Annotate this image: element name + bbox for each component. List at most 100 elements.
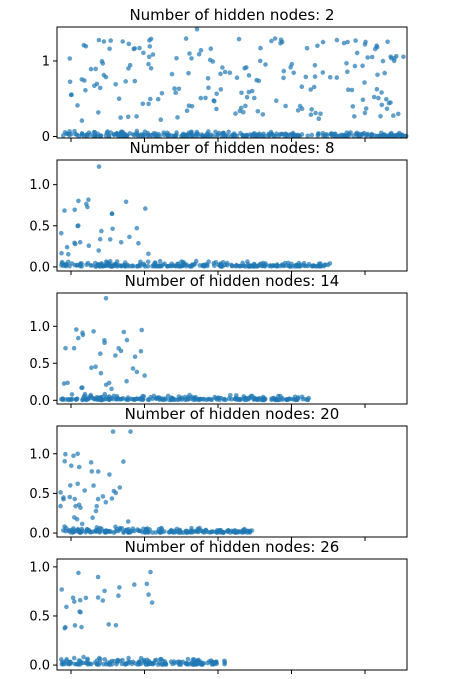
data-point bbox=[172, 530, 178, 535]
data-point bbox=[295, 108, 301, 113]
data-point bbox=[77, 597, 83, 603]
data-point bbox=[153, 263, 158, 268]
data-point bbox=[102, 657, 108, 662]
data-point bbox=[59, 230, 64, 236]
data-point bbox=[131, 397, 137, 402]
data-point bbox=[137, 659, 142, 664]
data-point bbox=[394, 133, 400, 139]
data-point bbox=[189, 525, 194, 531]
data-point bbox=[117, 585, 122, 590]
data-point bbox=[107, 472, 112, 477]
data-point bbox=[240, 133, 246, 139]
data-point bbox=[91, 483, 96, 488]
data-point bbox=[164, 264, 170, 269]
data-point bbox=[122, 661, 128, 667]
data-point bbox=[198, 396, 203, 402]
data-point bbox=[131, 46, 137, 52]
data-point bbox=[215, 132, 220, 137]
data-point bbox=[255, 263, 260, 269]
data-point bbox=[200, 661, 205, 666]
data-point bbox=[360, 63, 365, 69]
data-point bbox=[58, 503, 63, 509]
data-point bbox=[175, 115, 180, 120]
data-point bbox=[163, 396, 168, 401]
data-point bbox=[208, 46, 214, 51]
data-point bbox=[134, 131, 139, 136]
data-point bbox=[125, 114, 131, 120]
data-point bbox=[396, 111, 401, 117]
data-point bbox=[241, 109, 246, 115]
data-point bbox=[176, 659, 182, 664]
data-point-outlier bbox=[194, 27, 200, 32]
y-tick-label: 0.5 bbox=[29, 219, 50, 234]
data-point bbox=[159, 263, 164, 269]
data-point bbox=[225, 528, 230, 534]
data-point bbox=[171, 263, 176, 268]
data-point bbox=[186, 103, 192, 108]
data-point bbox=[292, 394, 298, 400]
data-point bbox=[316, 131, 321, 137]
data-point bbox=[158, 117, 164, 122]
data-point bbox=[311, 84, 317, 90]
y-tick-label: 0.0 bbox=[29, 659, 50, 674]
data-point bbox=[81, 654, 86, 660]
data-point bbox=[62, 208, 67, 213]
data-point bbox=[106, 380, 112, 386]
data-point bbox=[72, 240, 77, 246]
data-point bbox=[115, 658, 121, 663]
data-point bbox=[187, 51, 192, 56]
data-point bbox=[114, 131, 119, 137]
data-point bbox=[205, 76, 211, 81]
scatter-points bbox=[59, 569, 228, 667]
data-point bbox=[99, 59, 105, 64]
data-point bbox=[379, 90, 384, 95]
data-point bbox=[199, 132, 204, 137]
data-point bbox=[64, 244, 70, 250]
data-point bbox=[144, 581, 150, 587]
subplot-3: 0.0 0.5 1.0 Number of hidden nodes: 14 bbox=[29, 272, 408, 409]
data-point bbox=[65, 380, 70, 386]
data-point bbox=[171, 659, 177, 664]
data-point bbox=[63, 345, 68, 351]
data-point bbox=[76, 464, 82, 470]
data-point bbox=[376, 95, 381, 101]
data-point bbox=[158, 657, 163, 662]
data-point bbox=[206, 129, 211, 134]
data-point bbox=[76, 662, 81, 667]
data-point bbox=[315, 43, 320, 49]
data-point bbox=[203, 527, 208, 533]
data-point bbox=[63, 451, 68, 457]
y-tick-label: 1.0 bbox=[29, 320, 50, 335]
data-point bbox=[345, 39, 350, 45]
data-point bbox=[109, 662, 115, 667]
data-point bbox=[360, 97, 366, 103]
data-point bbox=[334, 37, 340, 43]
subplot-title: Number of hidden nodes: 20 bbox=[125, 405, 340, 423]
subplot-2: 0.0 0.5 1.0 Number of hidden nodes: 8 bbox=[29, 139, 408, 275]
data-point bbox=[79, 624, 84, 630]
data-point bbox=[179, 259, 184, 264]
data-point bbox=[147, 44, 153, 49]
data-point bbox=[246, 73, 252, 78]
data-point bbox=[93, 133, 99, 139]
data-point bbox=[184, 397, 189, 402]
data-point bbox=[136, 241, 141, 246]
data-point bbox=[138, 655, 144, 661]
data-point bbox=[189, 129, 194, 135]
data-point bbox=[187, 264, 192, 269]
data-point bbox=[207, 133, 213, 139]
data-point bbox=[230, 133, 236, 138]
data-point bbox=[109, 496, 115, 501]
data-point bbox=[116, 96, 122, 101]
data-point bbox=[103, 74, 109, 80]
data-point bbox=[79, 77, 85, 82]
data-point bbox=[341, 40, 347, 46]
data-point bbox=[184, 108, 190, 113]
data-point bbox=[76, 335, 81, 341]
data-point bbox=[196, 527, 202, 532]
data-point bbox=[357, 133, 363, 139]
data-point bbox=[145, 397, 151, 402]
data-point bbox=[288, 65, 293, 70]
data-point bbox=[91, 329, 96, 334]
data-point bbox=[372, 133, 377, 138]
